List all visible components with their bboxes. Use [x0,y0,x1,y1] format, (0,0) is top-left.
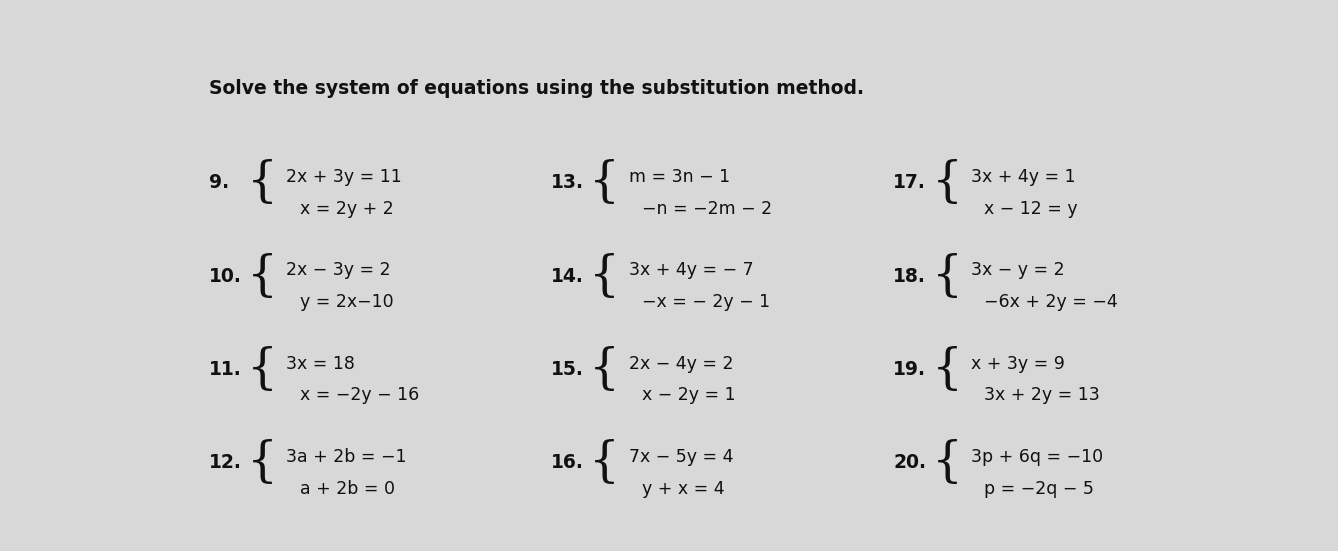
Text: {: { [248,439,278,487]
Text: 12.: 12. [209,453,242,472]
Text: 11.: 11. [209,360,241,379]
Text: {: { [931,253,962,300]
Text: 3x − y = 2: 3x − y = 2 [971,261,1065,279]
Text: 7x − 5y = 4: 7x − 5y = 4 [629,448,733,466]
Text: 3p + 6q = −10: 3p + 6q = −10 [971,448,1103,466]
Text: 2x + 3y = 11: 2x + 3y = 11 [286,168,403,186]
Text: x = −2y − 16: x = −2y − 16 [300,386,419,404]
Text: {: { [248,346,278,393]
Text: −x = − 2y − 1: −x = − 2y − 1 [642,293,771,311]
Text: x = 2y + 2: x = 2y + 2 [300,200,393,218]
Text: p = −2q − 5: p = −2q − 5 [985,480,1094,498]
Text: −n = −2m − 2: −n = −2m − 2 [642,200,772,218]
Text: 19.: 19. [894,360,926,379]
Text: {: { [589,439,621,487]
Text: 3x + 2y = 13: 3x + 2y = 13 [985,386,1100,404]
Text: 3a + 2b = −1: 3a + 2b = −1 [286,448,407,466]
Text: 9.: 9. [209,174,229,192]
Text: x + 3y = 9: x + 3y = 9 [971,355,1065,372]
Text: {: { [931,439,962,487]
Text: 18.: 18. [894,267,926,285]
Text: m = 3n − 1: m = 3n − 1 [629,168,729,186]
Text: −6x + 2y = −4: −6x + 2y = −4 [985,293,1119,311]
Text: 2x − 4y = 2: 2x − 4y = 2 [629,355,733,372]
Text: x − 12 = y: x − 12 = y [985,200,1078,218]
Text: {: { [248,253,278,300]
Text: 10.: 10. [209,267,242,285]
Text: 3x = 18: 3x = 18 [286,355,356,372]
Text: {: { [589,253,621,300]
Text: y = 2x−10: y = 2x−10 [300,293,393,311]
Text: 13.: 13. [551,174,583,192]
Text: {: { [589,346,621,393]
Text: 15.: 15. [551,360,583,379]
Text: a + 2b = 0: a + 2b = 0 [300,480,395,498]
Text: {: { [248,159,278,206]
Text: {: { [931,159,962,206]
Text: 14.: 14. [551,267,583,285]
Text: 3x + 4y = − 7: 3x + 4y = − 7 [629,261,753,279]
Text: 16.: 16. [551,453,583,472]
Text: 20.: 20. [894,453,926,472]
Text: 17.: 17. [894,174,926,192]
Text: 3x + 4y = 1: 3x + 4y = 1 [971,168,1076,186]
Text: y + x = 4: y + x = 4 [642,480,725,498]
Text: {: { [931,346,962,393]
Text: Solve the system of equations using the substitution method.: Solve the system of equations using the … [209,79,864,98]
Text: 2x − 3y = 2: 2x − 3y = 2 [286,261,391,279]
Text: x − 2y = 1: x − 2y = 1 [642,386,736,404]
Text: {: { [589,159,621,206]
